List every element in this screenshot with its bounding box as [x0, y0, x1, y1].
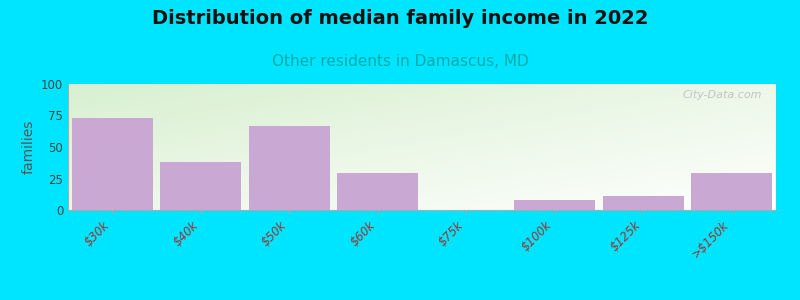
- Bar: [691, 173, 773, 210]
- Bar: [602, 196, 684, 210]
- Text: Other residents in Damascus, MD: Other residents in Damascus, MD: [272, 54, 528, 69]
- Bar: [337, 173, 418, 210]
- Bar: [249, 126, 330, 210]
- Bar: [160, 162, 242, 210]
- Text: Distribution of median family income in 2022: Distribution of median family income in …: [152, 9, 648, 28]
- Bar: [71, 118, 153, 210]
- Y-axis label: families: families: [22, 120, 35, 174]
- Bar: [514, 200, 595, 210]
- Text: City-Data.com: City-Data.com: [682, 90, 762, 100]
